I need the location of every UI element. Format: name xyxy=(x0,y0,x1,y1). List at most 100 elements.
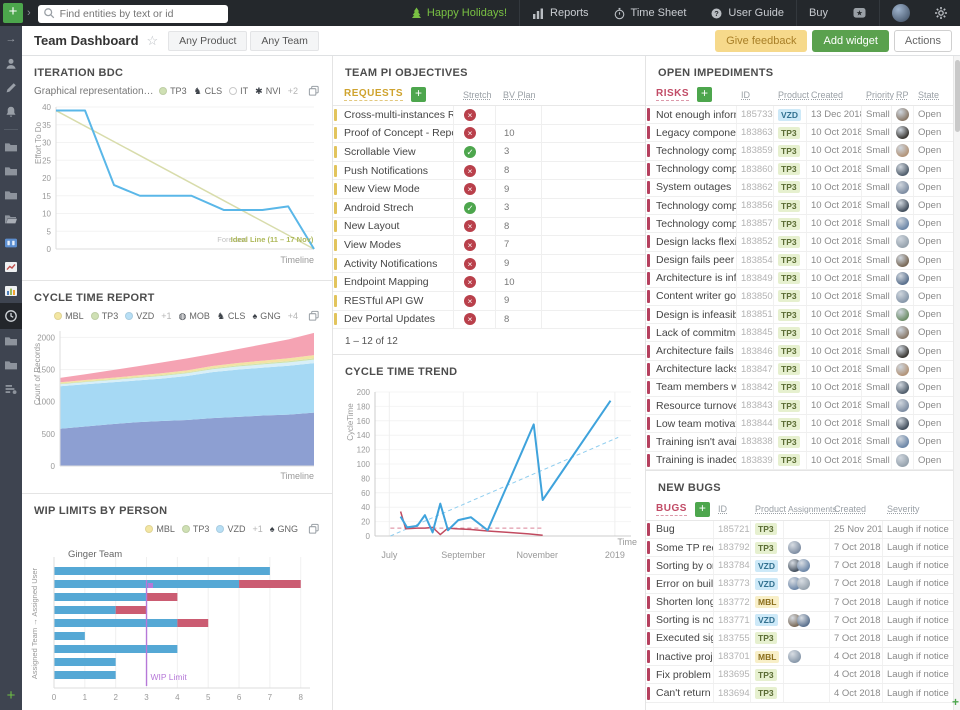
search-input[interactable] xyxy=(38,5,228,23)
feedback-bubble-button[interactable]: ★ xyxy=(840,0,879,26)
clone-widget-icon[interactable] xyxy=(308,85,320,97)
corner-add-button[interactable]: + xyxy=(952,695,959,709)
legend-item-cls[interactable]: ♞CLS xyxy=(217,311,246,322)
bug-row[interactable]: Error on buildi...183773VZD7 Oct 2018Lau… xyxy=(646,575,960,593)
favorite-star-icon[interactable]: ☆ xyxy=(147,33,159,49)
tab-requests[interactable]: REQUESTS xyxy=(344,88,403,101)
column-header-stretch[interactable]: Stretch xyxy=(453,90,495,100)
column-header-id[interactable]: ID xyxy=(713,504,750,514)
filter-any-team[interactable]: Any Team xyxy=(250,31,319,51)
sidebar-item-folder-icon[interactable] xyxy=(0,183,22,207)
settings-button[interactable] xyxy=(922,0,960,26)
sidebar-item-folder-icon[interactable] xyxy=(0,135,22,159)
nav-reports[interactable]: Reports xyxy=(519,0,601,26)
impediment-row[interactable]: Lack of commitment ...183845TP310 Oct 20… xyxy=(646,324,960,342)
happy-holidays-link[interactable]: Happy Holidays! xyxy=(399,0,519,26)
nav-user-guide[interactable]: ? User Guide xyxy=(698,0,796,26)
impediment-row[interactable]: Content writer got sic...183850TP310 Oct… xyxy=(646,288,960,306)
add-widget-button[interactable]: Add widget xyxy=(812,30,888,52)
legend-item-tp3[interactable]: TP3 xyxy=(91,311,119,321)
bug-row[interactable]: Bug185721TP325 Nov 2018Laugh if notice xyxy=(646,521,960,539)
legend-item-mob[interactable]: ◍MOB xyxy=(178,311,209,322)
impediment-row[interactable]: Technology compon...183856TP310 Oct 2018… xyxy=(646,197,960,215)
legend-item-tp3[interactable]: TP3 xyxy=(159,86,187,96)
objective-row[interactable]: Endpoint Mapping×10 xyxy=(333,273,645,292)
bug-row[interactable]: Executed signa...183755TP37 Oct 2018Laug… xyxy=(646,630,960,648)
sidebar-item-people-icon[interactable] xyxy=(0,52,22,76)
chevron-right-icon[interactable]: › xyxy=(27,7,31,19)
column-header-product[interactable]: Product xyxy=(773,90,806,100)
give-feedback-button[interactable]: Give feedback xyxy=(715,30,807,52)
tab-risks[interactable]: RISKS xyxy=(656,88,689,101)
objective-row[interactable]: Dev Portal Updates×8 xyxy=(333,311,645,330)
impediment-row[interactable]: Not enough informat...185733VZD13 Dec 20… xyxy=(646,106,960,124)
legend-item-mbl[interactable]: MBL xyxy=(145,524,175,534)
bug-row[interactable]: Fix problem wit...183695TP34 Oct 2018Lau… xyxy=(646,666,960,684)
impediment-row[interactable]: Legacy components l...183863TP310 Oct 20… xyxy=(646,124,960,142)
nav-buy[interactable]: Buy xyxy=(796,0,840,26)
objective-row[interactable]: Proof of Concept - Reports×10 xyxy=(333,125,645,144)
objective-row[interactable]: Activity Notifications×9 xyxy=(333,255,645,274)
impediment-row[interactable]: Design is infeasible183851TP310 Oct 2018… xyxy=(646,306,960,324)
tab-bugs[interactable]: BUGS xyxy=(656,503,687,516)
impediment-row[interactable]: Architecture lacks fle...183847TP310 Oct… xyxy=(646,361,960,379)
sidebar-item-folder-icon[interactable] xyxy=(0,159,22,183)
impediment-row[interactable]: Low team motivation183844TP310 Oct 2018S… xyxy=(646,415,960,433)
objective-row[interactable]: RESTful API GW×9 xyxy=(333,292,645,311)
column-header-created[interactable]: Created xyxy=(806,90,861,100)
global-add-button[interactable]: + xyxy=(3,3,23,23)
impediment-row[interactable]: Training isn't available183838TP310 Oct … xyxy=(646,433,960,451)
bug-row[interactable]: Shorten long P...183772MBL7 Oct 2018Laug… xyxy=(646,594,960,612)
objective-row[interactable]: New View Mode×9 xyxy=(333,180,645,199)
impediment-row[interactable]: Training is inadequate183839TP310 Oct 20… xyxy=(646,452,960,470)
sidebar-add-button[interactable]: + xyxy=(7,687,16,704)
sidebar-item-folder-open-icon[interactable] xyxy=(0,207,22,231)
column-header-priority[interactable]: Priority xyxy=(861,90,891,100)
column-header-created[interactable]: Created xyxy=(829,504,882,514)
sidebar-item-edit-icon[interactable] xyxy=(0,76,22,100)
column-header-severity[interactable]: Severity xyxy=(882,504,960,514)
legend-item-vzd[interactable]: VZD xyxy=(125,311,154,321)
column-header-assignments[interactable]: Assignments xyxy=(783,504,829,514)
sidebar-item-line-chart-icon[interactable] xyxy=(0,255,22,279)
objective-row[interactable]: Cross-multi-instances Reports× xyxy=(333,106,645,125)
actions-button[interactable]: Actions xyxy=(894,30,952,52)
add-bug-button[interactable]: + xyxy=(695,502,710,517)
nav-time-sheet[interactable]: Time Sheet xyxy=(601,0,699,26)
scrollbar-thumb[interactable] xyxy=(955,60,960,132)
column-header-rp[interactable]: RP xyxy=(891,90,913,100)
bug-row[interactable]: Some TP reque...183792TP37 Oct 2018Laugh… xyxy=(646,539,960,557)
legend-item-gng[interactable]: ♠GNG xyxy=(252,311,280,321)
sidebar-item-timeline-icon[interactable] xyxy=(0,377,22,401)
column-header-id[interactable]: ID xyxy=(736,90,773,100)
clone-widget-icon[interactable] xyxy=(308,523,320,535)
legend-item-vzd[interactable]: VZD xyxy=(216,524,245,534)
legend-item-gng[interactable]: ♠GNG xyxy=(270,524,298,534)
add-request-button[interactable]: + xyxy=(411,87,426,102)
bug-row[interactable]: Sorting by origi...183784VZD7 Oct 2018La… xyxy=(646,557,960,575)
impediment-row[interactable]: Design fails peer revi...183854TP310 Oct… xyxy=(646,252,960,270)
objective-row[interactable]: Scrollable View✓3 xyxy=(333,143,645,162)
impediment-row[interactable]: Design lacks flexibility183852TP310 Oct … xyxy=(646,233,960,251)
objective-row[interactable]: Android Strech✓3 xyxy=(333,199,645,218)
objective-row[interactable]: View Modes×7 xyxy=(333,236,645,255)
sidebar-expand-arrow[interactable]: → xyxy=(0,26,22,52)
impediment-row[interactable]: Technology compon...183859TP310 Oct 2018… xyxy=(646,142,960,160)
sidebar-item-notifications-bell-icon[interactable] xyxy=(0,100,22,124)
objective-row[interactable]: New Layout×8 xyxy=(333,218,645,237)
legend-item-mbl[interactable]: MBL xyxy=(54,311,84,321)
sidebar-item-folder-icon[interactable] xyxy=(0,329,22,353)
sidebar-item-folder-icon[interactable] xyxy=(0,353,22,377)
impediment-row[interactable]: Architecture fails to p...183846TP310 Oc… xyxy=(646,342,960,360)
column-header-bv-plan[interactable]: BV Plan xyxy=(495,90,541,100)
sidebar-item-clock-icon[interactable] xyxy=(0,303,22,329)
impediment-row[interactable]: System outages183862TP310 Oct 2018SmallO… xyxy=(646,179,960,197)
impediment-row[interactable]: Technology compon...183857TP310 Oct 2018… xyxy=(646,215,960,233)
impediment-row[interactable]: Resource turnover183843TP310 Oct 2018Sma… xyxy=(646,397,960,415)
bug-row[interactable]: Inactive project...183701MBL4 Oct 2018La… xyxy=(646,648,960,666)
legend-item-it[interactable]: IT xyxy=(229,86,248,96)
add-risk-button[interactable]: + xyxy=(697,87,712,102)
impediment-row[interactable]: Architecture is infeas...183849TP310 Oct… xyxy=(646,270,960,288)
user-menu[interactable] xyxy=(879,0,922,26)
filter-any-product[interactable]: Any Product xyxy=(168,31,247,51)
